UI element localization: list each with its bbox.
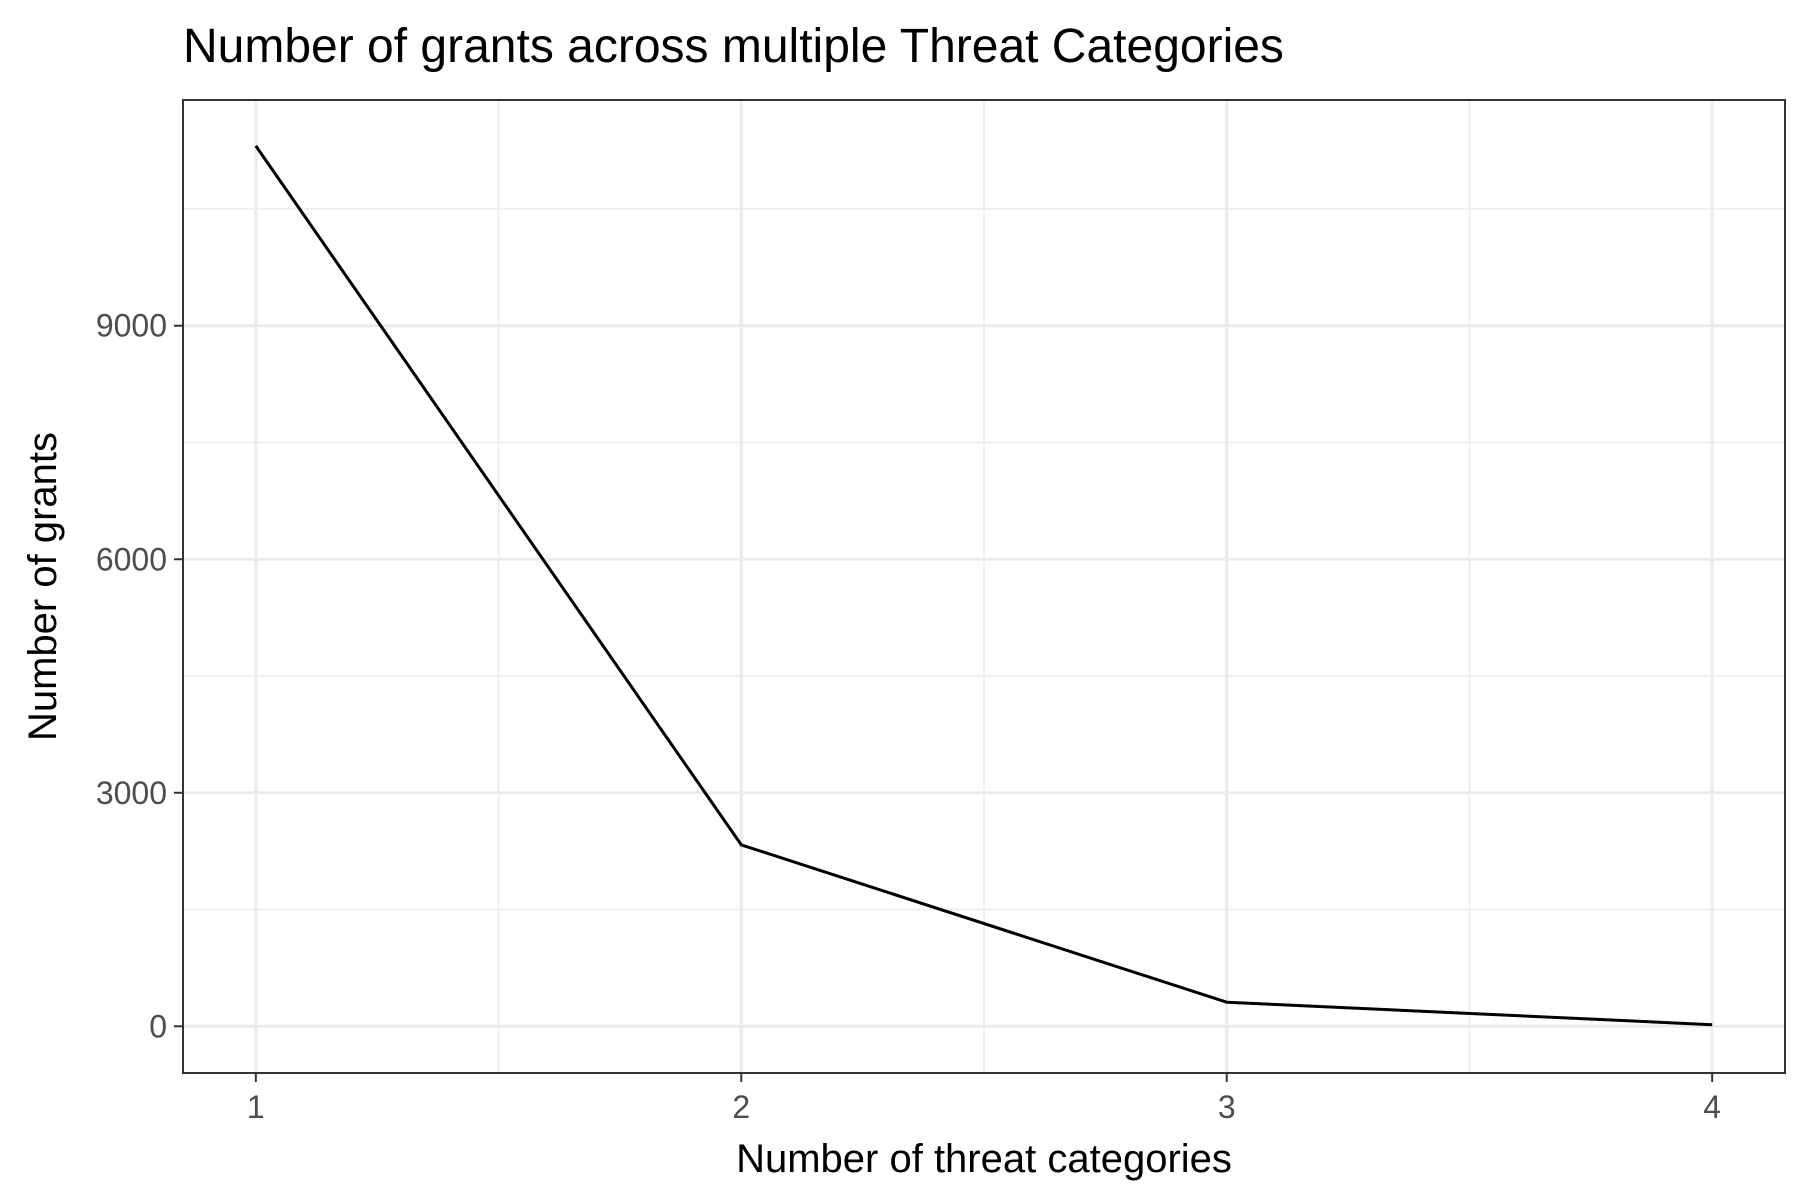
- x-axis-title: Number of threat categories: [736, 1137, 1232, 1181]
- y-tick-label: 9000: [96, 308, 167, 344]
- y-tick-label: 3000: [96, 775, 167, 811]
- x-tick-label: 1: [247, 1089, 265, 1125]
- x-tick-label: 3: [1218, 1089, 1236, 1125]
- chart-title: Number of grants across multiple Threat …: [183, 20, 1284, 73]
- plot-panel: [182, 99, 1786, 1074]
- series-line: [254, 145, 1713, 1027]
- axis-ticks: 1 2 3 4 0 3000 6000 9000: [96, 308, 1721, 1125]
- grid: [183, 100, 1785, 1073]
- y-axis-title: Number of grants: [21, 432, 65, 741]
- y-tick-label: 6000: [96, 541, 167, 577]
- x-tick-label: 2: [732, 1089, 750, 1125]
- y-tick-label: 0: [149, 1008, 167, 1044]
- x-tick-label: 4: [1703, 1089, 1721, 1125]
